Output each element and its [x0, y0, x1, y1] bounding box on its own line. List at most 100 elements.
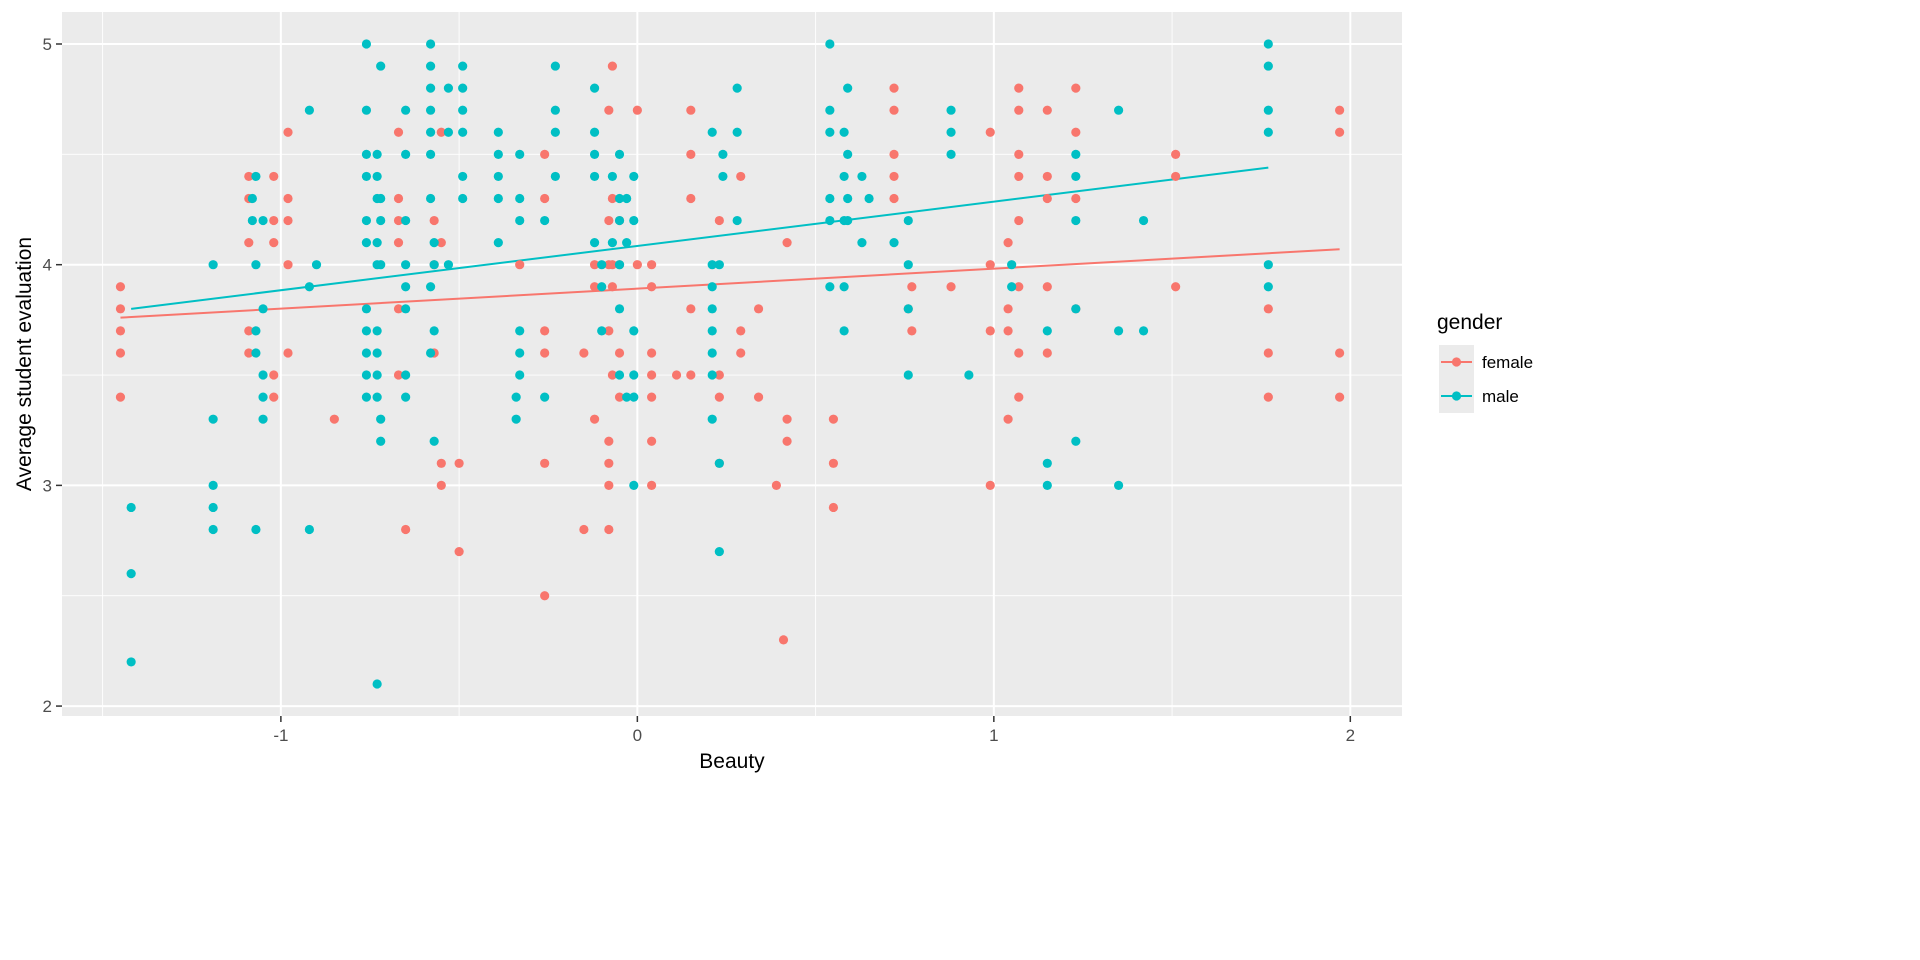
fit-line-female	[120, 248, 1340, 319]
point-female	[1171, 149, 1181, 159]
point-male	[401, 260, 411, 270]
point-male	[126, 502, 136, 513]
point-female	[540, 193, 550, 204]
point-male	[550, 127, 560, 137]
point-male	[493, 127, 503, 137]
point-female	[647, 260, 657, 270]
point-male	[707, 414, 717, 424]
point-female	[647, 348, 657, 358]
x-tick-label: 2	[1346, 726, 1355, 745]
point-male	[443, 127, 454, 137]
point-female	[1171, 171, 1181, 182]
point-male	[597, 282, 607, 292]
point-female	[686, 193, 696, 204]
point-male	[825, 193, 835, 204]
point-male	[597, 260, 607, 270]
point-female	[946, 282, 956, 292]
point-female	[540, 591, 550, 601]
point-female	[269, 215, 279, 226]
point-male	[707, 260, 717, 270]
point-male	[429, 260, 439, 270]
point-male	[889, 238, 899, 248]
point-female	[515, 260, 525, 270]
point-male	[376, 260, 386, 270]
point-male	[429, 436, 439, 446]
point-female	[1335, 348, 1345, 358]
point-female	[889, 193, 899, 204]
point-male	[247, 215, 257, 226]
point-male	[208, 502, 218, 513]
point-female	[647, 282, 657, 292]
point-female	[647, 392, 657, 402]
point-female	[828, 502, 839, 513]
point-female	[1263, 304, 1273, 314]
point-male	[718, 171, 728, 182]
point-female	[782, 436, 792, 446]
point-female	[647, 436, 657, 446]
point-female	[607, 61, 618, 71]
point-female	[714, 370, 724, 380]
point-male	[429, 326, 439, 336]
point-male	[443, 260, 454, 270]
point-female	[889, 149, 899, 159]
point-female	[1042, 171, 1052, 182]
point-male	[493, 193, 503, 204]
point-male	[247, 193, 257, 204]
point-male	[1263, 260, 1273, 270]
point-female	[686, 105, 696, 115]
point-male	[825, 215, 835, 226]
point-male	[401, 105, 411, 115]
point-female	[1014, 171, 1024, 182]
point-female	[604, 458, 614, 468]
legend-label-male: male	[1482, 387, 1519, 406]
point-female	[1335, 105, 1345, 115]
point-female	[244, 326, 254, 336]
point-male	[251, 524, 261, 535]
point-female	[1171, 282, 1181, 292]
point-male	[946, 127, 956, 137]
point-male	[458, 105, 468, 115]
point-male	[1042, 326, 1052, 336]
point-female	[393, 215, 404, 226]
point-male	[515, 326, 525, 336]
point-male	[718, 149, 728, 159]
point-female	[604, 105, 614, 115]
point-male	[843, 215, 853, 226]
point-female	[632, 260, 642, 270]
point-female	[393, 193, 404, 204]
point-female	[283, 348, 293, 358]
point-male	[1007, 282, 1017, 292]
point-female	[889, 171, 899, 182]
point-female	[393, 127, 404, 137]
point-female	[985, 260, 995, 270]
point-female	[1042, 282, 1052, 292]
point-male	[458, 83, 468, 93]
point-male	[732, 127, 742, 137]
point-female	[1014, 105, 1024, 115]
point-female	[686, 304, 696, 314]
point-male	[1071, 149, 1081, 159]
point-female	[1042, 348, 1052, 358]
point-male	[589, 238, 600, 248]
point-male	[946, 105, 956, 115]
point-female	[614, 392, 625, 402]
point-male	[1042, 480, 1052, 490]
point-male	[511, 392, 521, 402]
point-female	[604, 524, 614, 535]
point-female	[607, 260, 618, 270]
point-male	[376, 193, 386, 204]
point-male	[458, 193, 468, 204]
legend-title: gender	[1437, 311, 1502, 334]
point-male	[1042, 458, 1052, 468]
point-female	[436, 238, 446, 248]
point-female	[782, 414, 792, 424]
point-female	[604, 436, 614, 446]
point-female	[1042, 193, 1052, 204]
point-male	[1071, 304, 1081, 314]
legend-key-point-male	[1451, 391, 1462, 401]
point-male	[540, 215, 550, 226]
point-male	[629, 370, 639, 380]
point-female	[604, 215, 614, 226]
point-male	[843, 193, 853, 204]
point-female	[115, 348, 126, 358]
